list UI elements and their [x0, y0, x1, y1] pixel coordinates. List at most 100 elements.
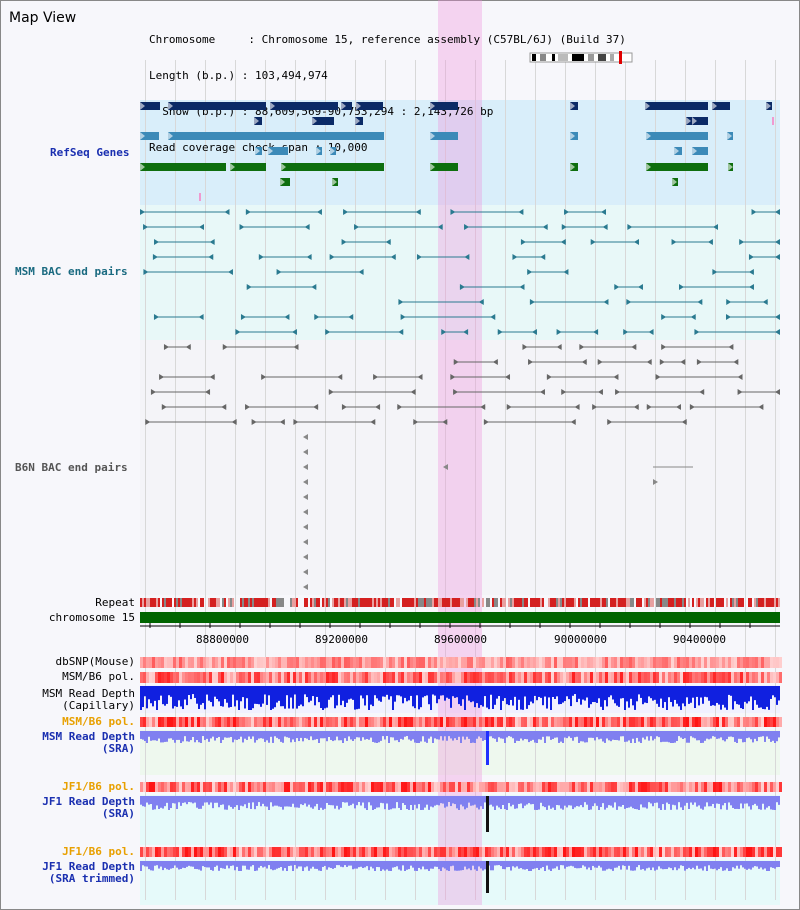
- polymorphism-cell: [518, 672, 521, 683]
- polymorphism-cell: [476, 847, 479, 857]
- refseq-strand-arrow: [312, 117, 317, 125]
- polymorphism-cell: [467, 657, 470, 668]
- read-depth-bar: [498, 731, 500, 738]
- read-depth-bar: [772, 731, 774, 741]
- polymorphism-cell: [767, 782, 770, 792]
- read-depth-bar: [226, 796, 228, 810]
- polymorphism-cell: [308, 782, 311, 792]
- read-depth-bar: [160, 796, 162, 808]
- read-depth-bar: [752, 686, 754, 710]
- msm-bac-pair-end: [593, 329, 599, 335]
- read-depth-bar: [320, 796, 322, 808]
- polymorphism-cell: [749, 657, 752, 668]
- repeat-block: [660, 598, 662, 607]
- read-depth-bar: [378, 861, 380, 868]
- track-label-msm-read-depth-sra[interactable]: MSM Read Depth (SRA): [42, 731, 135, 755]
- read-depth-bar: [552, 796, 554, 808]
- read-depth-bar: [548, 731, 550, 737]
- polymorphism-cell: [572, 717, 575, 727]
- polymorphism-cell: [398, 672, 401, 683]
- sra-label: (SRA): [101, 742, 135, 755]
- read-depth-bar: [338, 731, 340, 741]
- polymorphism-cell: [362, 657, 365, 668]
- track-label-repeat[interactable]: Repeat: [95, 596, 135, 609]
- repeat-block: [140, 598, 142, 607]
- read-depth-bar: [720, 796, 722, 810]
- b6n-bac-pair-end: [209, 374, 215, 380]
- track-label-jf1-b6-pol-2[interactable]: JF1/B6 pol.: [62, 845, 135, 858]
- track-label-jf1-read-depth-sra[interactable]: JF1 Read Depth (SRA): [42, 796, 135, 820]
- msm-bac-pair-end: [459, 284, 465, 290]
- read-depth-bar: [424, 861, 426, 870]
- polymorphism-cell: [737, 672, 740, 683]
- track-label-b6n-bac[interactable]: B6N BAC end pairs: [15, 461, 128, 474]
- read-depth-bar: [744, 861, 746, 869]
- polymorphism-cell: [725, 717, 728, 727]
- b6n-bac-end: [303, 509, 308, 515]
- polymorphism-cell: [434, 672, 437, 683]
- track-label-jf1-read-depth-trimmed[interactable]: JF1 Read Depth (SRA trimmed): [42, 861, 135, 885]
- b6n-bac-pair-end: [341, 404, 347, 410]
- msm-bac-pair-end: [143, 269, 149, 275]
- polymorphism-cell: [410, 847, 413, 857]
- read-depth-bar: [772, 796, 774, 810]
- polymorphism-cell: [242, 847, 245, 857]
- read-depth-bar: [738, 796, 740, 810]
- read-depth-bar: [704, 861, 706, 867]
- repeat-block: [248, 598, 250, 607]
- read-depth-bar: [740, 861, 742, 866]
- polymorphism-cell: [170, 847, 173, 857]
- polymorphism-cell: [293, 657, 296, 668]
- read-depth-bar: [434, 861, 436, 867]
- read-depth-bar: [608, 861, 610, 869]
- polymorphism-cell: [230, 657, 233, 668]
- refseq-exon: [646, 132, 708, 140]
- polymorphism-cell: [416, 782, 419, 792]
- polymorphism-cell: [362, 672, 365, 683]
- track-label-msm-b6-pol-1[interactable]: MSM/B6 pol.: [62, 670, 135, 683]
- polymorphism-cell: [314, 717, 317, 727]
- polymorphism-cell: [164, 672, 167, 683]
- repeat-block: [516, 598, 518, 607]
- read-depth-bar: [178, 731, 180, 740]
- track-label-msm-read-depth-capillary[interactable]: MSM Read Depth (Capillary): [42, 688, 135, 712]
- track-label-chromosome[interactable]: chromosome 15: [48, 611, 135, 624]
- track-label-msm-bac[interactable]: MSM BAC end pairs: [15, 265, 128, 278]
- read-depth-bar: [622, 796, 624, 805]
- polymorphism-cell: [626, 782, 629, 792]
- polymorphism-cell: [419, 717, 422, 727]
- polymorphism-cell: [611, 782, 614, 792]
- read-depth-bar: [316, 861, 318, 869]
- polymorphism-cell: [200, 782, 203, 792]
- read-depth-bar: [482, 861, 484, 871]
- polymorphism-cell: [383, 672, 386, 683]
- track-label-jf1-b6-pol-1[interactable]: JF1/B6 pol.: [62, 780, 135, 793]
- polymorphism-cell: [332, 847, 335, 857]
- read-depth-bar: [326, 731, 328, 742]
- read-depth-bar: [472, 861, 474, 866]
- b6n-bac-pair-end: [185, 344, 191, 350]
- read-depth-bar: [442, 796, 444, 804]
- polymorphism-cell: [722, 717, 725, 727]
- read-depth-bar: [168, 796, 170, 810]
- track-label-refseq[interactable]: RefSeq Genes: [50, 146, 130, 159]
- polymorphism-cell: [677, 717, 680, 727]
- track-label-msm-b6-pol-2[interactable]: MSM/B6 pol.: [62, 715, 135, 728]
- track-label-dbsnp[interactable]: dbSNP(Mouse): [55, 655, 135, 668]
- repeat-block: [760, 598, 762, 607]
- msm-bac-pair-end: [341, 239, 347, 245]
- read-depth-bar: [560, 731, 562, 742]
- polymorphism-cell: [344, 657, 347, 668]
- msm-bac-pair-end: [463, 329, 469, 335]
- read-depth-bar: [716, 861, 718, 871]
- read-depth-bar: [380, 731, 382, 741]
- selected-region-highlight[interactable]: [438, 0, 482, 905]
- polymorphism-cell: [773, 847, 776, 857]
- repeat-block: [304, 598, 306, 607]
- polymorphism-cell: [623, 847, 626, 857]
- polymorphism-cell: [383, 847, 386, 857]
- read-depth-bar: [410, 796, 412, 806]
- read-depth-bar: [708, 686, 710, 701]
- read-depth-bar: [700, 686, 702, 698]
